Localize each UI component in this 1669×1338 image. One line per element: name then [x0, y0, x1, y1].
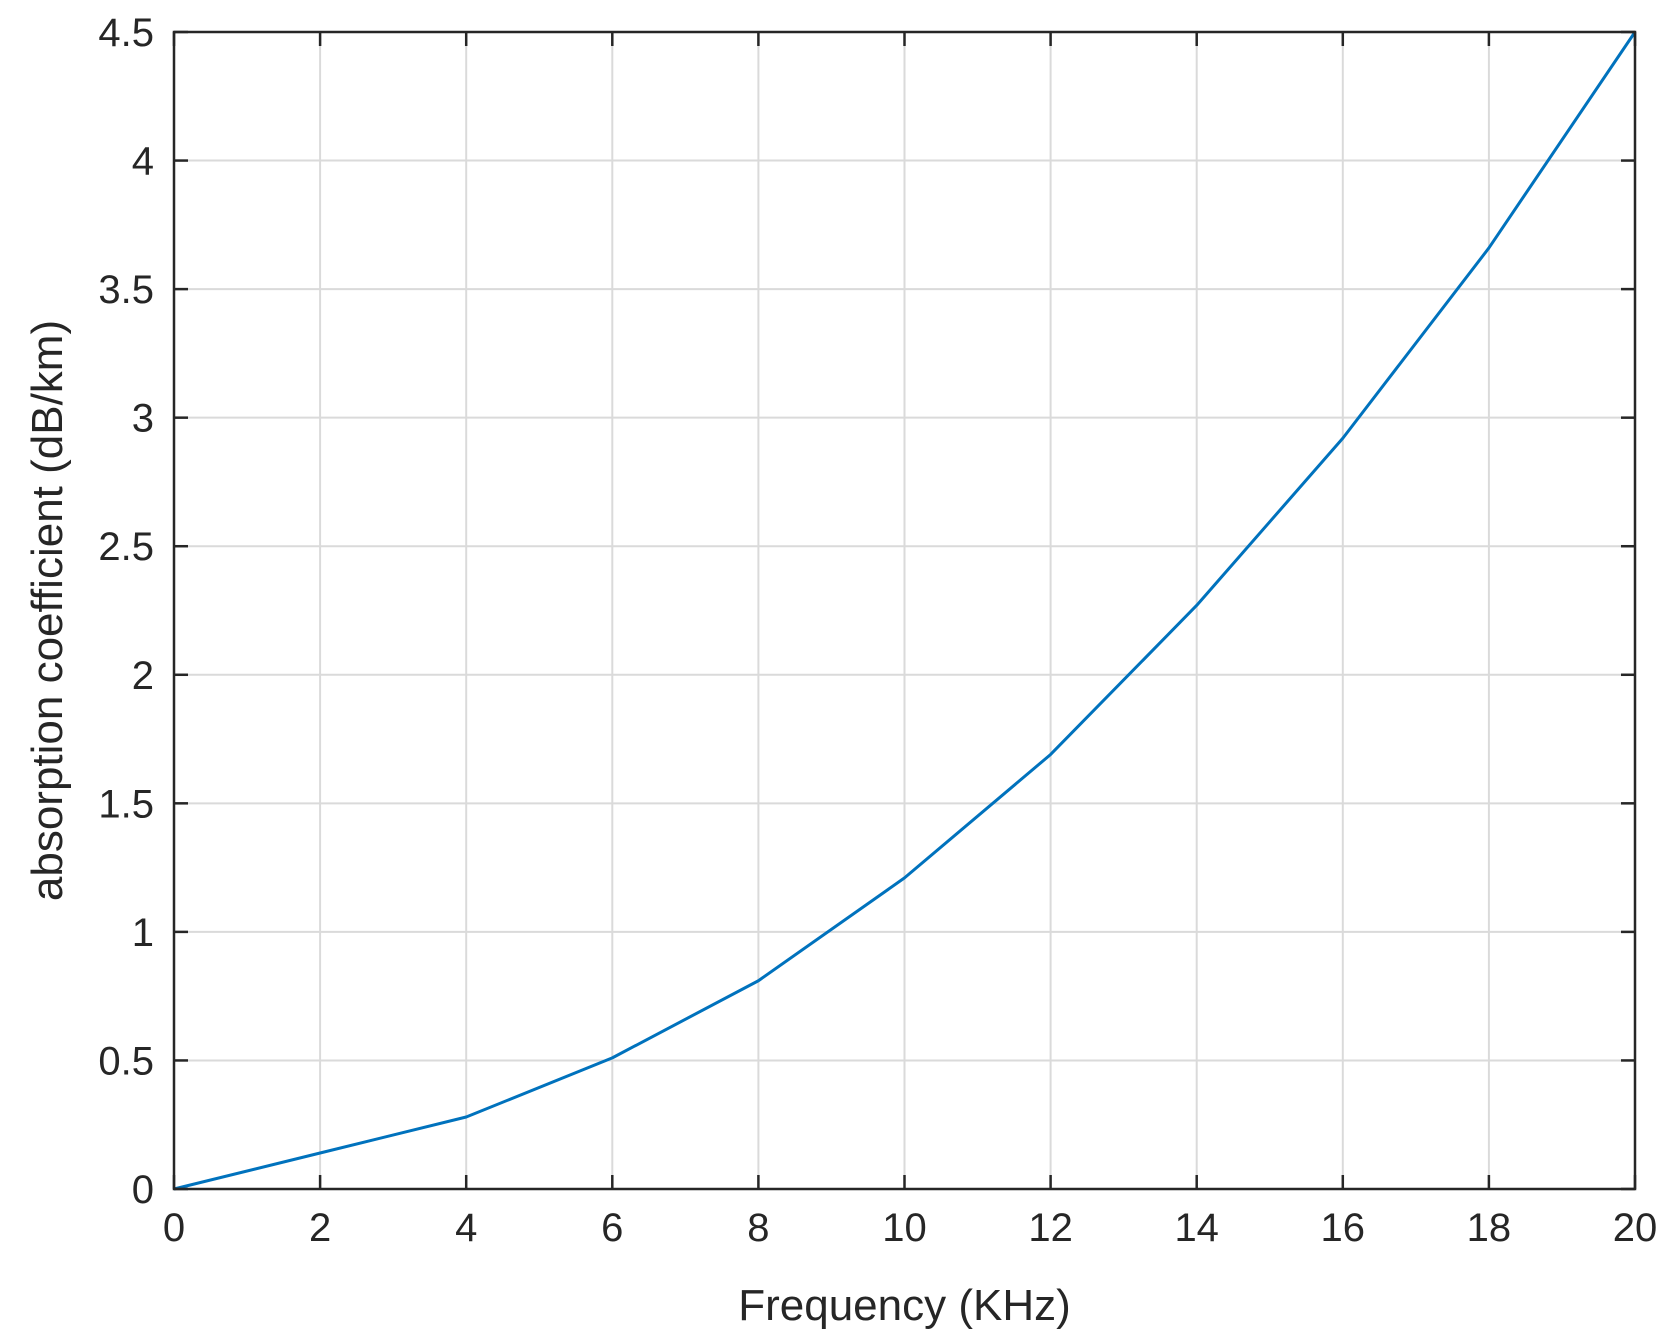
- x-tick-label: 2: [309, 1206, 331, 1250]
- y-tick-label: 0: [132, 1168, 154, 1212]
- x-tick-label: 4: [455, 1206, 477, 1250]
- x-tick-label: 12: [1028, 1206, 1073, 1250]
- tick-labels: 0 2 4 6 8 10 12 14 16 18 20 0 0.5 1 1.5 2 2.5 3 3.5 4 4.5: [98, 11, 1657, 1250]
- x-tick-label: 14: [1174, 1206, 1219, 1250]
- y-tick-label: 4: [132, 140, 154, 184]
- x-tick-label: 10: [882, 1206, 927, 1250]
- y-axis-title: absorption coefficient (dB/km): [23, 320, 72, 901]
- x-tick-label: 20: [1613, 1206, 1658, 1250]
- x-tick-label: 18: [1467, 1206, 1512, 1250]
- series-layer: [173, 31, 1637, 1191]
- y-tick-label: 2: [132, 654, 154, 698]
- x-tick-label: 16: [1321, 1206, 1366, 1250]
- y-tick-label: 3: [132, 397, 154, 441]
- y-tick-label: 1.5: [98, 782, 154, 826]
- x-axis-title: Frequency (KHz): [738, 1281, 1071, 1330]
- x-tick-label: 0: [163, 1206, 185, 1250]
- grid: [174, 32, 1635, 1189]
- series-line: [173, 31, 1637, 1191]
- x-tick-label: 8: [747, 1206, 769, 1250]
- x-tick-label: 6: [601, 1206, 623, 1250]
- y-tick-label: 1: [132, 911, 154, 955]
- y-tick-label: 4.5: [98, 11, 154, 55]
- y-tick-label: 3.5: [98, 268, 154, 312]
- ticks: [172, 30, 1637, 1191]
- y-tick-label: 2.5: [98, 525, 154, 569]
- y-tick-label: 0.5: [98, 1039, 154, 1083]
